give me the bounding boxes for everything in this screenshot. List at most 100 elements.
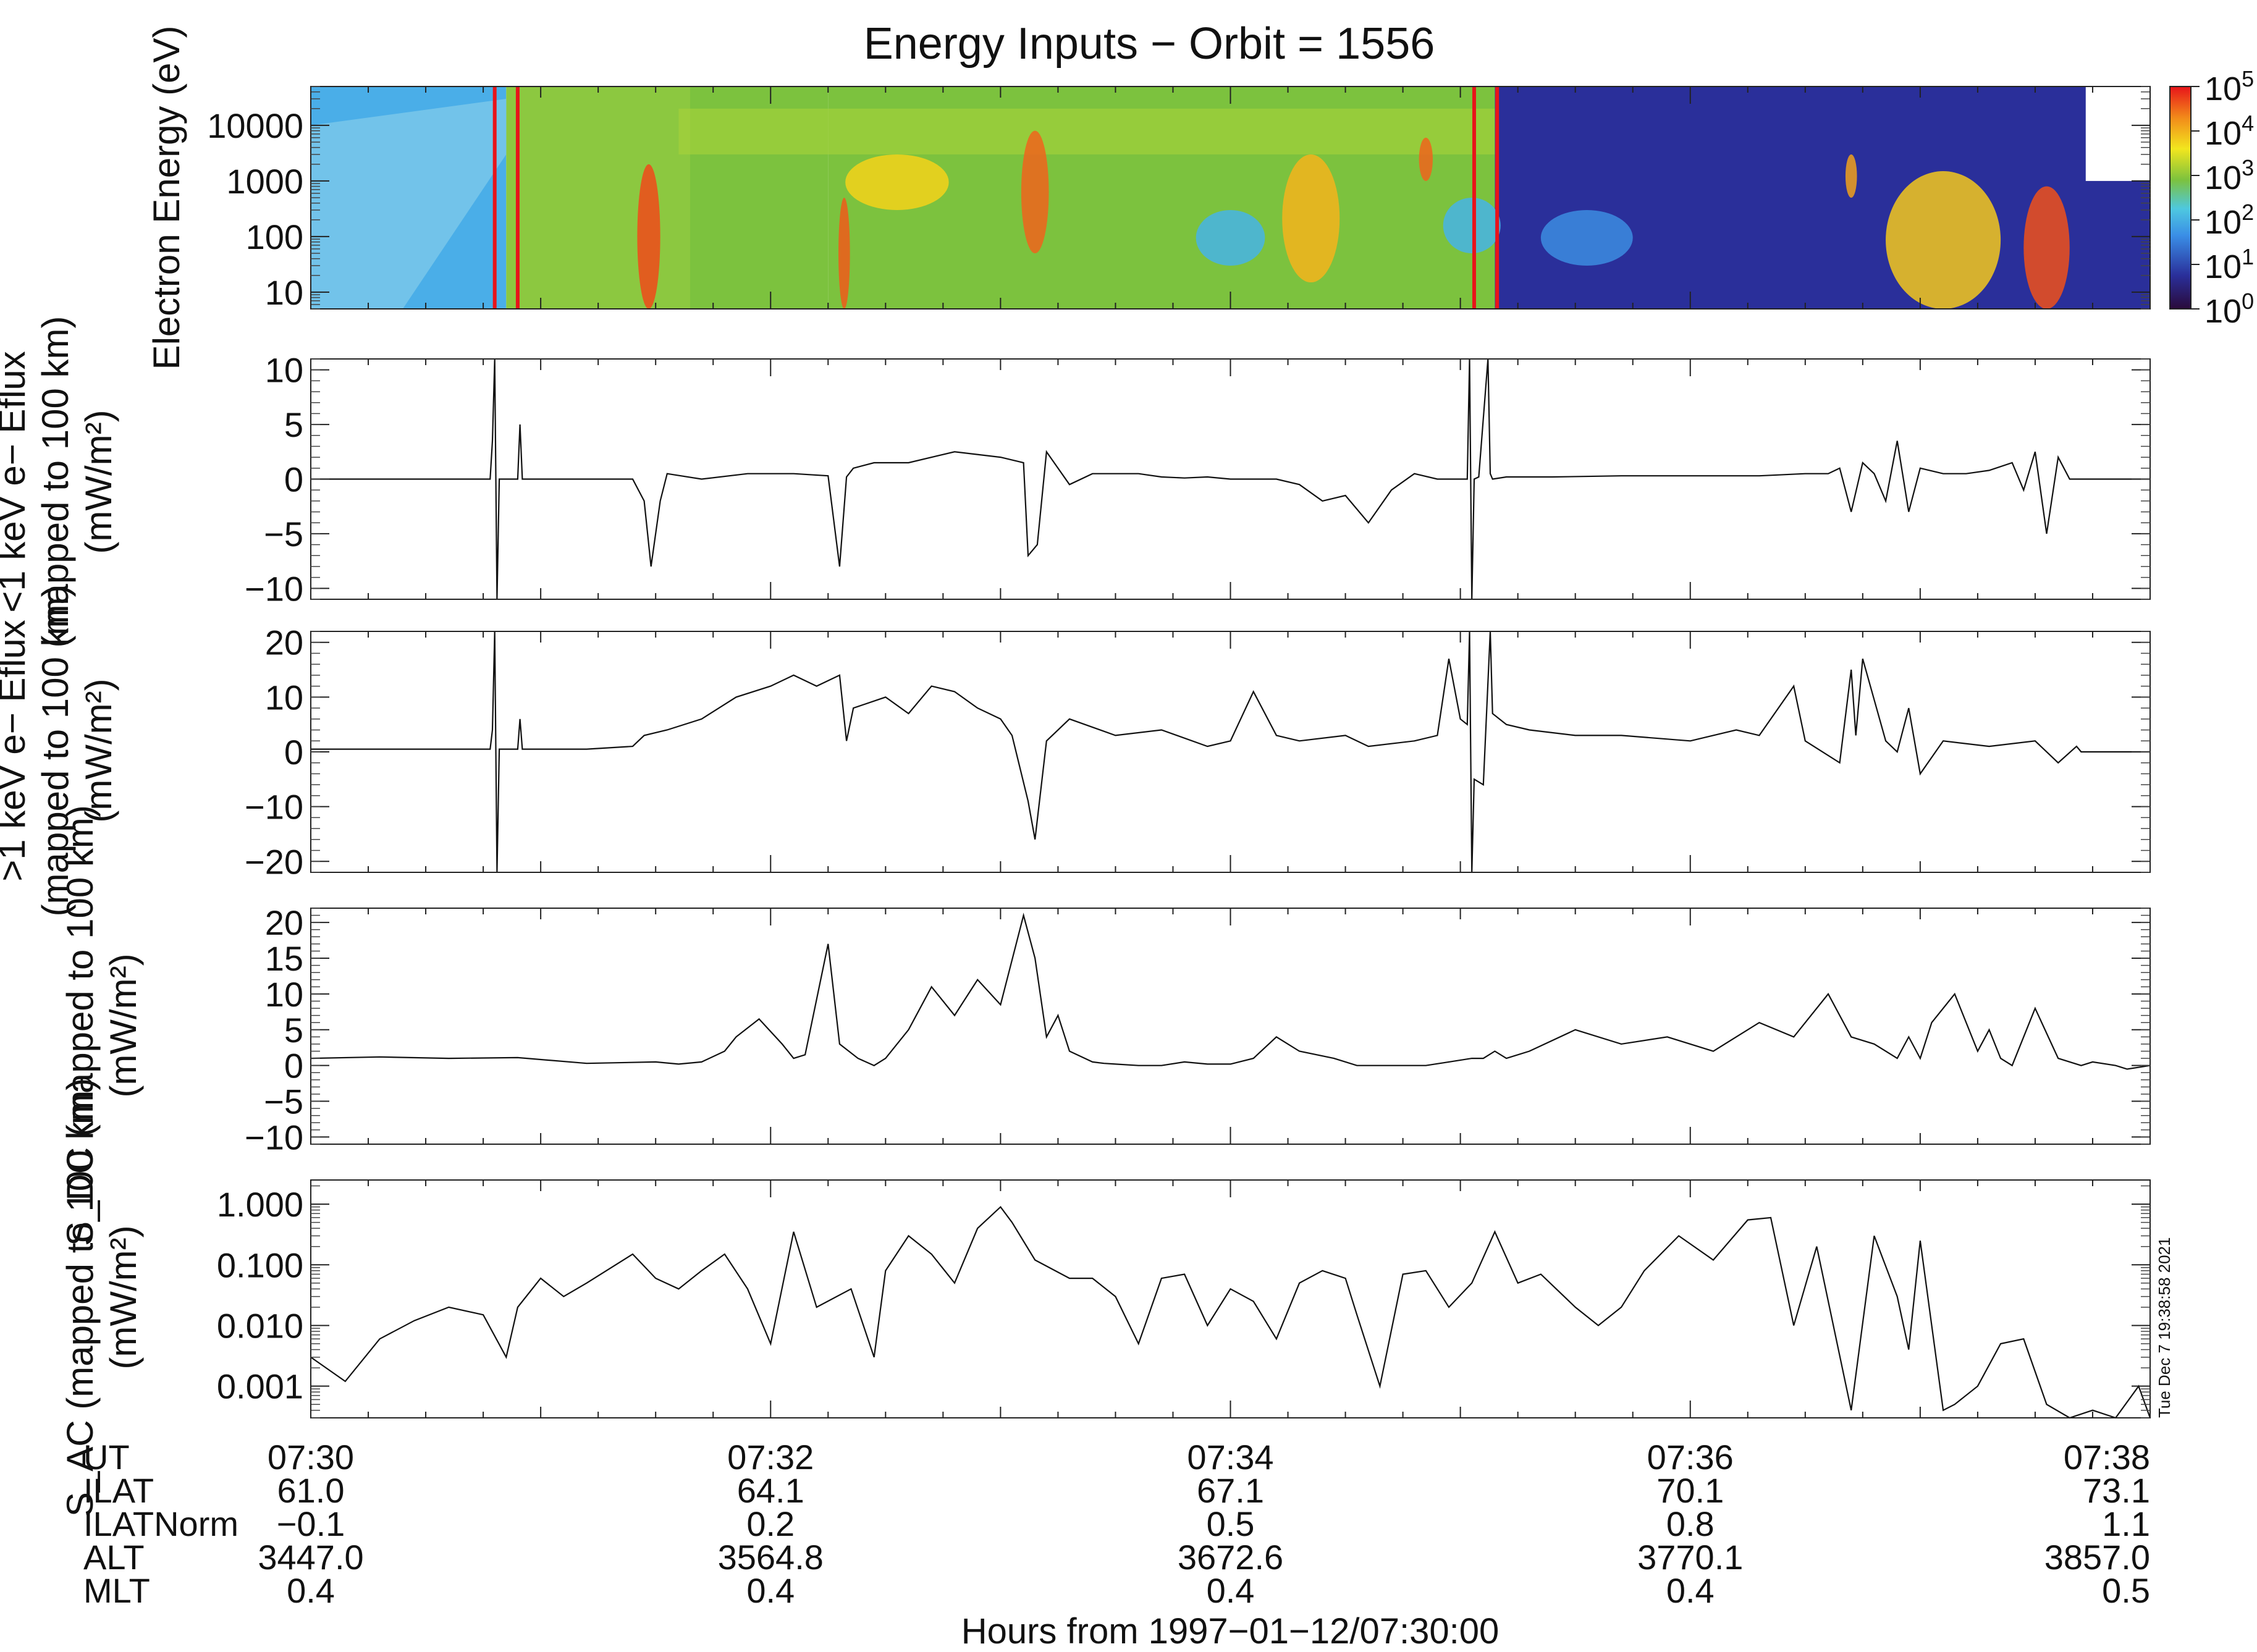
spectrogram-spike <box>1472 86 1476 309</box>
x-axis-label: Hours from 1997−01−12/07:30:00 <box>961 1611 1500 1651</box>
y-axis-label: Electron Energy (eV) <box>146 26 187 370</box>
chart-title: Energy Inputs − Orbit = 1556 <box>864 19 1435 69</box>
spectrogram-spot <box>637 164 660 309</box>
y-tick-label: 5 <box>284 1011 303 1050</box>
y-tick-label: −20 <box>245 842 303 881</box>
x-annotation-value: 0.5 <box>1207 1504 1255 1543</box>
y-tick-label: −5 <box>264 515 303 554</box>
x-annotation-value: 0.8 <box>1666 1504 1715 1543</box>
x-annotation-row-label: ALT <box>83 1538 145 1577</box>
y-axis-label: (mapped to 100 km) <box>35 316 76 648</box>
y-tick-label: 20 <box>265 903 303 942</box>
spectrogram-spike <box>515 86 520 309</box>
x-annotation-value: 0.4 <box>1207 1571 1255 1610</box>
y-tick-label: −10 <box>245 788 303 827</box>
plot-frame <box>310 908 2151 1145</box>
plot-frame <box>310 631 2151 873</box>
x-annotation-value: 3770.1 <box>1637 1538 1743 1577</box>
colorbar-label: 105 <box>2204 66 2254 107</box>
x-annotation-value: 07:34 <box>1187 1438 1273 1477</box>
y-tick-label: 10 <box>265 351 303 390</box>
y-axis-label: <1 keV e− Eflux <box>0 351 33 613</box>
spectrogram-image <box>311 86 2150 309</box>
x-annotation-value: 0.5 <box>2102 1571 2150 1610</box>
y-tick-label: 0 <box>284 1047 303 1085</box>
x-annotation-value: 07:36 <box>1647 1438 1734 1477</box>
spectrogram-spike <box>1495 86 1500 309</box>
y-axis-label: >1 keV e− Eflux <box>0 620 33 882</box>
x-annotation-value: 3857.0 <box>2044 1538 2150 1577</box>
y-tick-label: 1.000 <box>217 1185 303 1224</box>
spectrogram-region <box>311 98 507 309</box>
spectrogram-spot <box>1419 137 1433 181</box>
x-annotation-value: 07:30 <box>268 1438 354 1477</box>
x-annotation-value: 0.4 <box>287 1571 335 1610</box>
x-annotation-row-label: ILATNorm <box>83 1504 238 1543</box>
x-annotation-value: 64.1 <box>737 1471 804 1510</box>
y-axis-label: (mW/m²) <box>103 1225 144 1369</box>
y-tick-label: 1000 <box>226 162 303 201</box>
x-annotation-value: 73.1 <box>2083 1471 2150 1510</box>
x-annotation-row-label: MLT <box>83 1571 150 1610</box>
spectrogram-spot <box>1845 154 1857 198</box>
x-annotation-row-label: ILAT <box>83 1471 154 1510</box>
x-annotation-value: 07:32 <box>727 1438 814 1477</box>
series-line <box>311 631 2150 873</box>
y-tick-label: −5 <box>264 1082 303 1121</box>
x-annotation-value: 0.4 <box>746 1571 795 1610</box>
spectrogram-spot <box>1021 130 1049 253</box>
spectrogram-spot <box>1443 198 1501 253</box>
y-tick-label: 10 <box>265 975 303 1014</box>
x-annotation-value: 3447.0 <box>258 1538 363 1577</box>
x-annotation-value: 0.2 <box>746 1504 795 1543</box>
y-tick-label: 10 <box>265 678 303 717</box>
x-annotation-value: 07:38 <box>2064 1438 2150 1477</box>
y-tick-label: −10 <box>245 1118 303 1157</box>
x-annotation-row-label: UT <box>83 1438 130 1477</box>
spectrogram-spot <box>1886 171 2001 309</box>
panel-spectrogram: 10000 1000 100 10 <box>207 86 2151 312</box>
series-line <box>310 1205 2151 1419</box>
colorbar-label: 102 <box>2204 200 2254 241</box>
y-tick-label: 0 <box>284 460 303 499</box>
colorbar-label: 101 <box>2204 244 2254 285</box>
colorbar-label: 103 <box>2204 155 2254 196</box>
x-axis-annotation: UTILATILATNormALTMLT07:3061.0−0.13447.00… <box>83 1438 2150 1651</box>
spectrogram-spot <box>845 154 949 210</box>
spectrogram-nodata <box>2085 86 2150 181</box>
timestamp-label: Tue Dec 7 19:38:58 2021 <box>2155 1237 2174 1418</box>
y-axis-label: (mapped to 100 km) <box>35 585 76 917</box>
y-tick-label: 10000 <box>207 106 303 145</box>
y-tick-label: 20 <box>265 623 303 662</box>
plot-frame <box>310 1179 2151 1418</box>
spectrogram-region <box>506 86 691 309</box>
x-annotation-value: 3564.8 <box>718 1538 824 1577</box>
y-tick-label: 15 <box>265 939 303 978</box>
y-axis-label: (mW/m²) <box>78 410 119 554</box>
series-line <box>311 358 2150 600</box>
spectrogram-region <box>678 108 1495 154</box>
colorbar-label: 100 <box>2204 289 2254 330</box>
y-axis-label: (mW/m²) <box>78 678 119 822</box>
x-annotation-value: 67.1 <box>1197 1471 1264 1510</box>
panel-s_ac: 1.000 0.100 0.010 0.001 <box>217 1179 2151 1419</box>
spectrogram-spot <box>2023 186 2070 309</box>
y-tick-label: −10 <box>245 569 303 608</box>
colorbar-label: 104 <box>2204 111 2254 152</box>
spectrogram-spot <box>1196 209 1265 266</box>
x-annotation-value: 61.0 <box>277 1471 345 1510</box>
x-annotation-value: 1.1 <box>2102 1504 2150 1543</box>
y-tick-label: 0.100 <box>217 1245 303 1284</box>
y-axis-label: (mW/m²) <box>103 953 144 1097</box>
spectrogram-spike <box>492 86 497 309</box>
spectrogram-spot <box>1540 209 1633 266</box>
y-tick-label: 10 <box>265 273 303 312</box>
spectrogram-spot <box>1282 154 1340 283</box>
y-axis-label: S_AC (mapped to 100 km) <box>59 1078 101 1517</box>
x-annotation-value: −0.1 <box>277 1504 345 1543</box>
y-tick-label: 0.010 <box>217 1306 303 1345</box>
y-tick-label: 0.001 <box>217 1367 303 1406</box>
